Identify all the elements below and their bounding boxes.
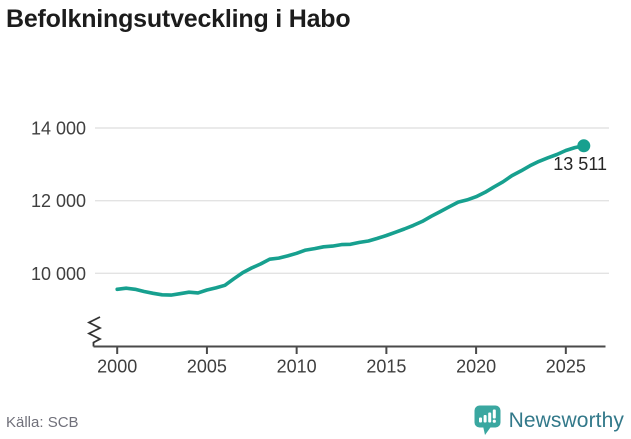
x-axis-ticks bbox=[116, 346, 567, 354]
y-axis-break-icon bbox=[86, 316, 103, 347]
x-tick-label: 2005 bbox=[187, 357, 227, 377]
x-tick-label: 2015 bbox=[366, 357, 406, 377]
series-end-value-label: 13 511 bbox=[553, 154, 607, 174]
gridlines bbox=[95, 127, 609, 275]
source-note: Källa: SCB bbox=[6, 414, 79, 431]
x-tick-label: 2010 bbox=[277, 357, 317, 377]
page-title: Befolkningsutveckling i Habo bbox=[6, 5, 351, 33]
y-tick-label: 12 000 bbox=[31, 191, 86, 211]
x-tick-label: 2025 bbox=[546, 357, 586, 377]
population-series-line bbox=[115, 144, 586, 297]
newsworthy-logo: Newsworthy bbox=[474, 405, 624, 436]
x-tick-label: 2000 bbox=[97, 357, 137, 377]
newsworthy-logo-text: Newsworthy bbox=[508, 408, 624, 432]
x-tick-label: 2020 bbox=[456, 357, 496, 377]
y-tick-label: 10 000 bbox=[31, 264, 86, 284]
newsworthy-speech-bubble-chart-icon bbox=[474, 405, 501, 435]
y-axis-labels: 10 000 12 000 14 000 bbox=[31, 119, 86, 284]
series-end-dot bbox=[577, 139, 591, 153]
x-axis-labels: 2000 2005 2010 2015 2020 2025 bbox=[97, 357, 586, 377]
y-tick-label: 14 000 bbox=[31, 119, 86, 139]
